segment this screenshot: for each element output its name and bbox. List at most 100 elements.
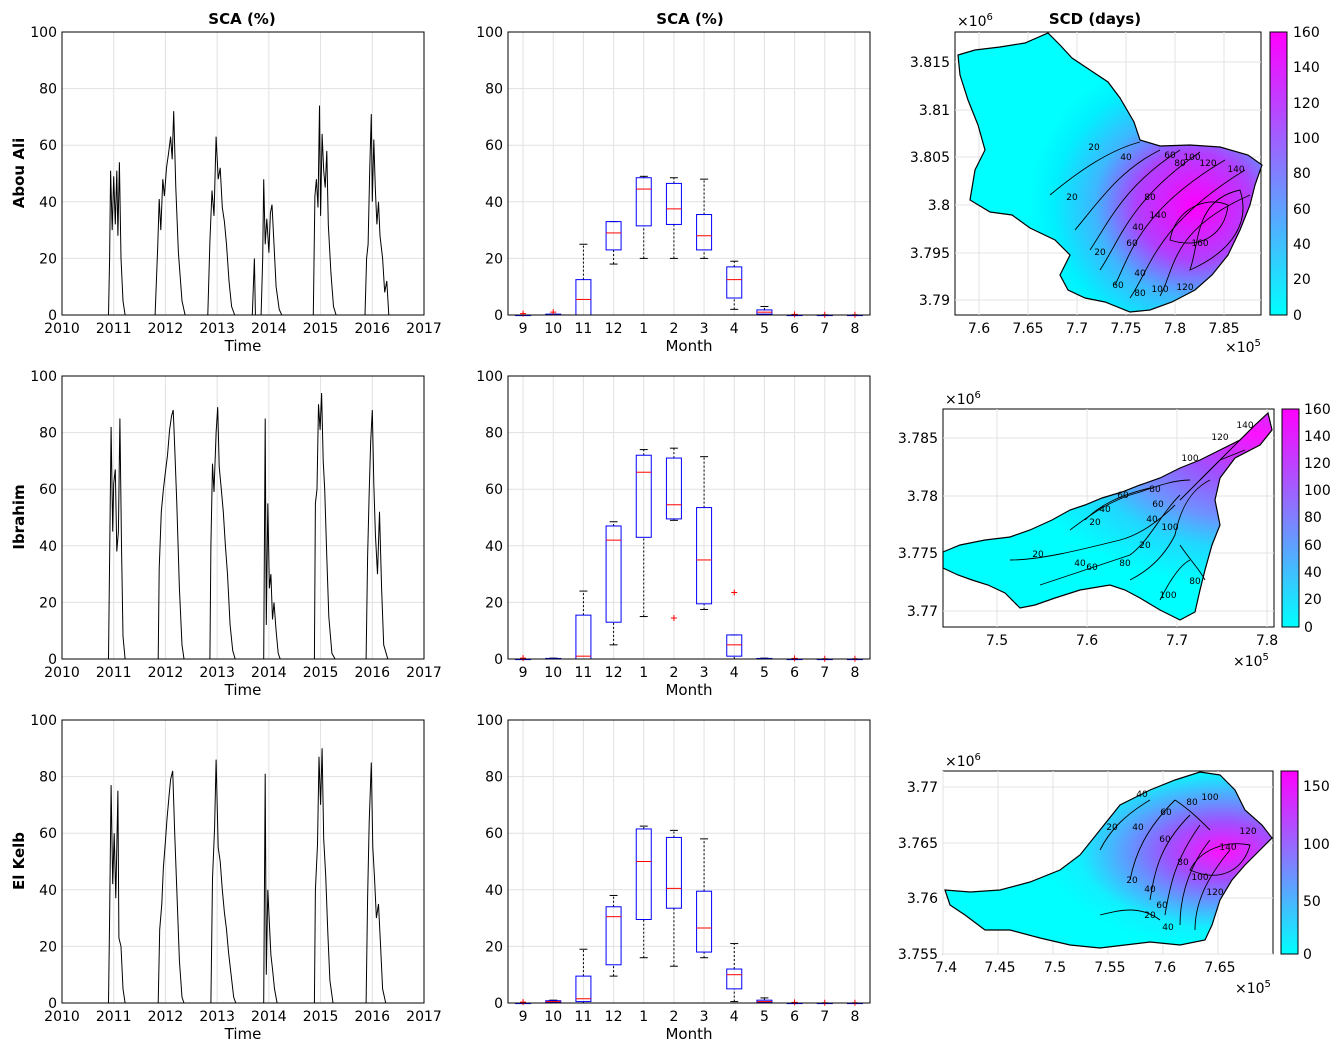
bx2-xtick-label: 6 — [790, 665, 799, 681]
ts3-ytick-label: 80 — [39, 770, 57, 786]
map2-contour-label: 100 — [1159, 591, 1176, 601]
box-iqr — [605, 906, 622, 966]
ts1-xtick-label: 2014 — [251, 321, 287, 337]
ts2-ytick-label: 20 — [39, 595, 57, 611]
map1-contour-label: 160 — [1191, 239, 1208, 249]
ts3-xtick-label: 2011 — [96, 1009, 132, 1025]
ts3-axes-box — [61, 719, 425, 1004]
map1-contour-label: 60 — [1112, 281, 1124, 291]
map1-colorbar — [1269, 31, 1288, 316]
map1-cbar-tick: 140 — [1293, 60, 1320, 76]
map1-ytick: 3.81 — [919, 103, 950, 119]
bx1-xtick-label: 3 — [700, 321, 709, 337]
map3-contour-label: 80 — [1186, 798, 1198, 808]
map3-contour-label: 40 — [1144, 885, 1156, 895]
ts1-xtick-label: 2010 — [44, 321, 80, 337]
ts1-xtick-label: 2016 — [354, 321, 390, 337]
bx1-xtick-label: 12 — [605, 321, 623, 337]
box-outlier — [731, 589, 738, 596]
map2-ytick: 3.78 — [907, 489, 938, 505]
map1-xtick: 7.75 — [1110, 321, 1141, 337]
map3-contour-label: 60 — [1159, 835, 1171, 845]
map3-y-exponent: ×106 — [945, 752, 981, 770]
bx3-ytick-label: 60 — [485, 826, 503, 842]
ts3-xtick-label: 2012 — [148, 1009, 184, 1025]
box-outlier — [520, 310, 527, 317]
bx3-xtick-label: 4 — [730, 1009, 739, 1025]
bx1-xtick-label: 9 — [519, 321, 528, 337]
sca-timeseries-3: 2010 2011 2012 2013 2014 2015 2016 2017 0 20 40 60 8… — [30, 713, 442, 1042]
row-label-ibrahim: Ibrahim — [10, 484, 28, 549]
ts3-xtick-label: 2017 — [406, 1009, 442, 1025]
map1-contour-label: 80 — [1134, 289, 1146, 299]
ts2-ytick-label: 100 — [30, 369, 57, 385]
map1-cbar-tick: 20 — [1293, 272, 1311, 288]
bx1-xtick-label: 1 — [639, 321, 648, 337]
bx2-xtick-label: 4 — [730, 665, 739, 681]
bx3-xlabel: Month — [665, 1025, 712, 1042]
map3-colorbar — [1280, 770, 1299, 955]
bx1-xtick-label: 10 — [544, 321, 562, 337]
scd-map-el-kelb: 40 20 40 60 80 100 120 140 20 40 60 80 1… — [898, 752, 1330, 997]
bx2-axes-box — [507, 375, 871, 660]
map3-xtick: 7.55 — [1094, 960, 1125, 976]
bx1-xtick-label: 7 — [820, 321, 829, 337]
map3-contour-label: 100 — [1191, 873, 1208, 883]
map3-contour-label: 40 — [1132, 823, 1144, 833]
map1-cbar-tick: 80 — [1293, 166, 1311, 182]
bx2-plot-area — [508, 376, 870, 659]
map1-ytick: 3.8 — [928, 198, 950, 214]
box-outlier — [520, 999, 527, 1006]
map3-contour-label: 140 — [1219, 843, 1236, 853]
bx2-xlabel: Month — [665, 681, 712, 699]
ts3-plot-area — [62, 720, 424, 1003]
ts1-xtick-label: 2015 — [303, 321, 339, 337]
bx3-xtick-label: 5 — [760, 1009, 769, 1025]
bx1-ytick-label: 60 — [485, 138, 503, 154]
map1-contour-label: 100 — [1151, 285, 1168, 295]
bx1-xlabel: Month — [665, 337, 712, 355]
box-outlier — [791, 999, 798, 1006]
ts2-xtick-label: 2015 — [303, 665, 339, 681]
map2-contour-label: 120 — [1211, 433, 1228, 443]
bx3-axes-box — [507, 719, 871, 1004]
bx1-ytick-label: 80 — [485, 82, 503, 98]
ts3-ytick-label: 0 — [48, 996, 57, 1012]
box-iqr — [605, 221, 622, 251]
map3-cbar-tick: 50 — [1303, 894, 1321, 910]
map2-ytick: 3.785 — [898, 431, 938, 447]
map1-cbar-tick: 0 — [1293, 308, 1302, 324]
bx1-xtick-label: 11 — [575, 321, 593, 337]
map3-ytick: 3.76 — [907, 891, 938, 907]
bx2-xtick-label: 11 — [575, 665, 593, 681]
map3-contour-label: 100 — [1201, 793, 1218, 803]
bx3-xtick-label: 7 — [820, 1009, 829, 1025]
bx2-xtick-label: 12 — [605, 665, 623, 681]
box-iqr — [635, 177, 652, 227]
box-iqr — [665, 836, 682, 909]
ts2-xlabel: Time — [224, 681, 262, 699]
bx2-ytick-label: 100 — [476, 369, 503, 385]
scd-map-abou-ali: 20 40 60 80 100 120 140 160 20 40 60 80 … — [910, 12, 1320, 356]
box-iqr — [635, 454, 652, 538]
scd-map-ibrahim: 140 120 100 80 60 40 20 20 40 60 80 100 … — [898, 390, 1331, 670]
box-iqr — [726, 266, 743, 299]
map1-xtick: 7.6 — [968, 321, 990, 337]
map1-ytick: 3.79 — [919, 293, 950, 309]
map1-cbar-tick: 100 — [1293, 131, 1320, 147]
map2-y-exponent: ×106 — [945, 390, 981, 408]
ts3-xtick-label: 2010 — [44, 1009, 80, 1025]
sca-timeseries-1: 2010 2011 2012 2013 2014 2015 2016 2017 0 20 40 60 8… — [30, 25, 442, 355]
map3-x-exponent: ×105 — [1235, 979, 1271, 997]
map2-contour-label: 100 — [1161, 523, 1178, 533]
ts3-ytick-label: 100 — [30, 713, 57, 729]
map3-contour-label: 20 — [1106, 823, 1118, 833]
box-iqr — [696, 890, 713, 953]
map3-cbar-tick: 0 — [1303, 947, 1312, 963]
map1-contour-label: 80 — [1144, 193, 1156, 203]
ts3-xtick-label: 2014 — [251, 1009, 287, 1025]
map3-contour-label: 60 — [1160, 808, 1172, 818]
